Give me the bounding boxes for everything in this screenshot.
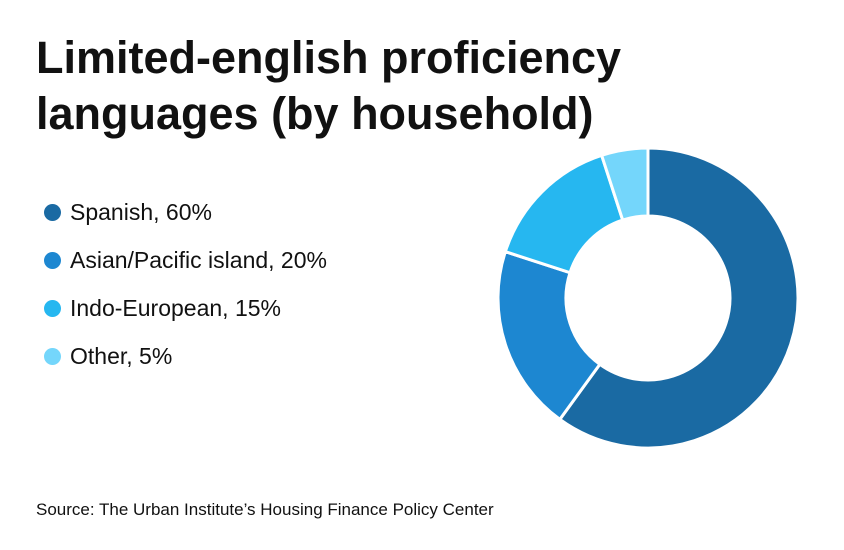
- legend-item-spanish: Spanish, 60%: [44, 188, 327, 236]
- legend-item-asian-pacific: Asian/Pacific island, 20%: [44, 236, 327, 284]
- donut-chart: [496, 146, 800, 450]
- legend-label-asian-pacific: Asian/Pacific island, 20%: [70, 246, 327, 273]
- legend-label-spanish: Spanish, 60%: [70, 198, 212, 225]
- legend-swatch-spanish: [44, 203, 61, 221]
- source-note: Source: The Urban Institute’s Housing Fi…: [36, 500, 494, 519]
- legend-swatch-other: [44, 347, 61, 365]
- legend-swatch-indo-european: [44, 299, 61, 317]
- chart-title: Limited-english proficiency languages (b…: [36, 32, 622, 139]
- legend-label-other: Other, 5%: [70, 342, 173, 369]
- legend-label-indo-european: Indo-European, 15%: [70, 294, 281, 321]
- legend-swatch-asian-pacific: [44, 251, 61, 269]
- legend-item-indo-european: Indo-European, 15%: [44, 284, 327, 332]
- donut-slice-other: [599, 146, 650, 222]
- donut-slice-spanish: [557, 146, 800, 450]
- legend-item-other: Other, 5%: [44, 332, 327, 380]
- donut-slice-asian-pacific: [496, 249, 602, 422]
- chart-legend: Spanish, 60% Asian/Pacific island, 20% I…: [44, 188, 327, 380]
- donut-slice-indo-european: [503, 153, 625, 275]
